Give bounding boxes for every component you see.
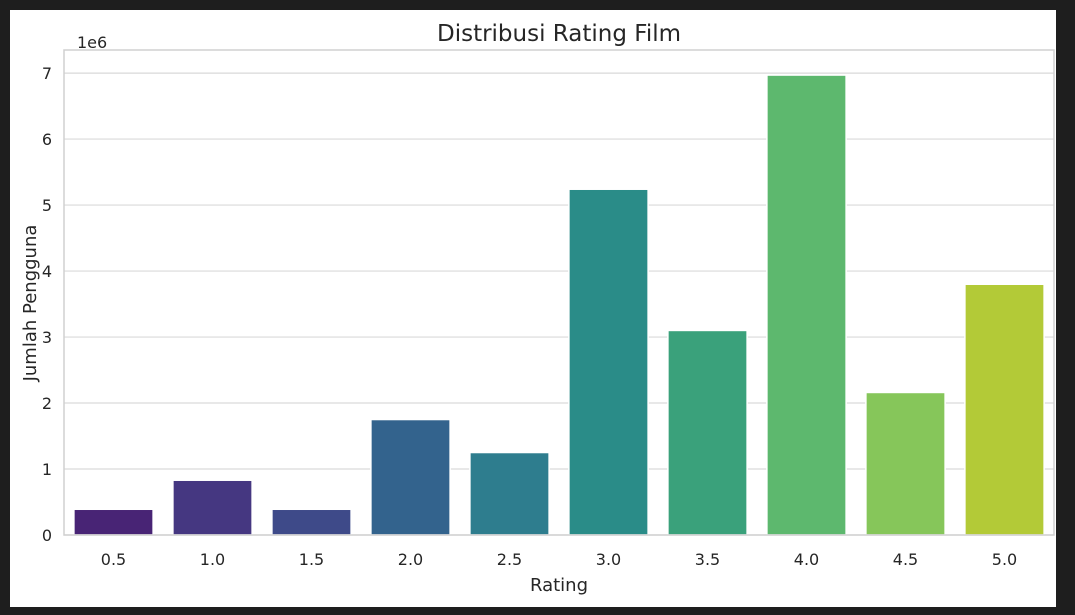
x-tick-label: 0.5	[101, 550, 126, 569]
x-tick-label: 1.0	[200, 550, 225, 569]
x-tick-label: 3.0	[596, 550, 621, 569]
y-tick-label: 2	[42, 394, 52, 413]
y-tick-label: 0	[42, 526, 52, 545]
y-axis-label: Jumlah Pengguna	[20, 225, 41, 383]
bar-2-0	[370, 418, 451, 536]
gridlines	[64, 72, 1054, 536]
y-tick-labels: 0 1 2 3 4 5 6 7	[42, 64, 52, 545]
bar-5-0	[964, 283, 1045, 536]
chart-figure: Distribusi Rating Film 1e6 Jumlah Penggu…	[10, 10, 1056, 607]
x-axis-label: Rating	[530, 575, 588, 596]
y-tick-label: 7	[42, 64, 52, 83]
x-tick-label: 3.5	[695, 550, 720, 569]
bar-4-0	[766, 74, 847, 536]
bar-1-0	[172, 479, 253, 536]
plot-area-frame	[63, 49, 1055, 536]
x-tick-label: 2.0	[398, 550, 423, 569]
x-tick-label: 2.5	[497, 550, 522, 569]
y-axis-offset-label: 1e6	[77, 33, 107, 52]
x-tick-label: 1.5	[299, 550, 324, 569]
y-tick-label: 1	[42, 460, 52, 479]
chart-title: Distribusi Rating Film	[437, 21, 681, 47]
bars	[73, 74, 1045, 536]
x-tick-label: 4.0	[794, 550, 819, 569]
x-tick-labels: 0.5 1.0 1.5 2.0 2.5 3.0 3.5 4.0 4.5 5.0	[101, 550, 1017, 569]
x-tick-label: 5.0	[992, 550, 1017, 569]
bar-3-0	[568, 188, 649, 536]
bar-chart: Distribusi Rating Film 1e6 Jumlah Penggu…	[20, 21, 1055, 596]
bar-2-5	[469, 451, 550, 536]
y-tick-label: 5	[42, 196, 52, 215]
y-tick-label: 4	[42, 262, 52, 281]
bar-3-5	[667, 329, 748, 536]
y-tick-label: 6	[42, 130, 52, 149]
bar-1-5	[271, 508, 352, 536]
y-tick-label: 3	[42, 328, 52, 347]
bar-4-5	[865, 391, 946, 536]
bar-0-5	[73, 508, 154, 536]
x-tick-label: 4.5	[893, 550, 918, 569]
